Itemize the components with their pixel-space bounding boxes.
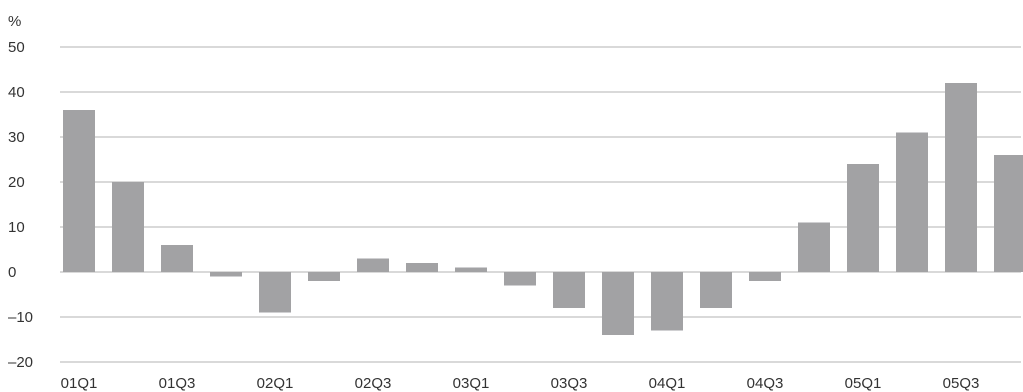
y-unit-label: %	[8, 13, 21, 30]
y-tick-label: 0	[8, 264, 16, 281]
y-tick-label: 50	[8, 39, 25, 56]
x-axis-ticks: 01Q1 01Q3 02Q1 02Q3 03Q1 03Q3 04Q1 04Q3 05Q1 05Q3	[61, 375, 980, 392]
y-tick-label: –10	[8, 309, 33, 326]
y-tick-label: 20	[8, 174, 25, 191]
bar-01Q1	[63, 110, 95, 272]
bar-04Q4	[798, 222, 830, 272]
x-tick-label: 03Q3	[551, 375, 588, 392]
bar-05Q3	[945, 83, 977, 272]
bar-05Q1	[847, 164, 879, 272]
y-tick-label: 40	[8, 84, 25, 101]
x-tick-label: 02Q1	[257, 375, 294, 392]
x-tick-label: 02Q3	[355, 375, 392, 392]
x-tick-label: 04Q3	[747, 375, 784, 392]
bar-01Q3	[161, 245, 193, 272]
x-tick-label: 04Q1	[649, 375, 686, 392]
bar-02Q3	[357, 258, 389, 272]
bar-03Q2	[504, 272, 536, 286]
bar-03Q3	[553, 272, 585, 308]
y-tick-label: 10	[8, 219, 25, 236]
bar-02Q2	[308, 272, 340, 281]
x-tick-label: 01Q1	[61, 375, 98, 392]
bar-04Q1	[651, 272, 683, 331]
bar-02Q1	[259, 272, 291, 313]
y-axis-ticks: 50 40 30 20 10 0 –10 –20	[8, 39, 33, 371]
bar-01Q4	[210, 272, 242, 277]
x-tick-label: 03Q1	[453, 375, 490, 392]
y-tick-label: 30	[8, 129, 25, 146]
bar-04Q3	[749, 272, 781, 281]
bar-01Q2	[112, 182, 144, 272]
bars	[63, 83, 1023, 335]
x-tick-label: 05Q1	[845, 375, 882, 392]
bar-03Q1	[455, 267, 487, 272]
bar-03Q4	[602, 272, 634, 335]
bar-05Q2	[896, 132, 928, 272]
bar-04Q2	[700, 272, 732, 308]
bar-05Q4	[994, 155, 1023, 272]
x-tick-label: 05Q3	[943, 375, 980, 392]
x-tick-label: 01Q3	[159, 375, 196, 392]
y-tick-label: –20	[8, 354, 33, 371]
bar-02Q4	[406, 263, 438, 272]
